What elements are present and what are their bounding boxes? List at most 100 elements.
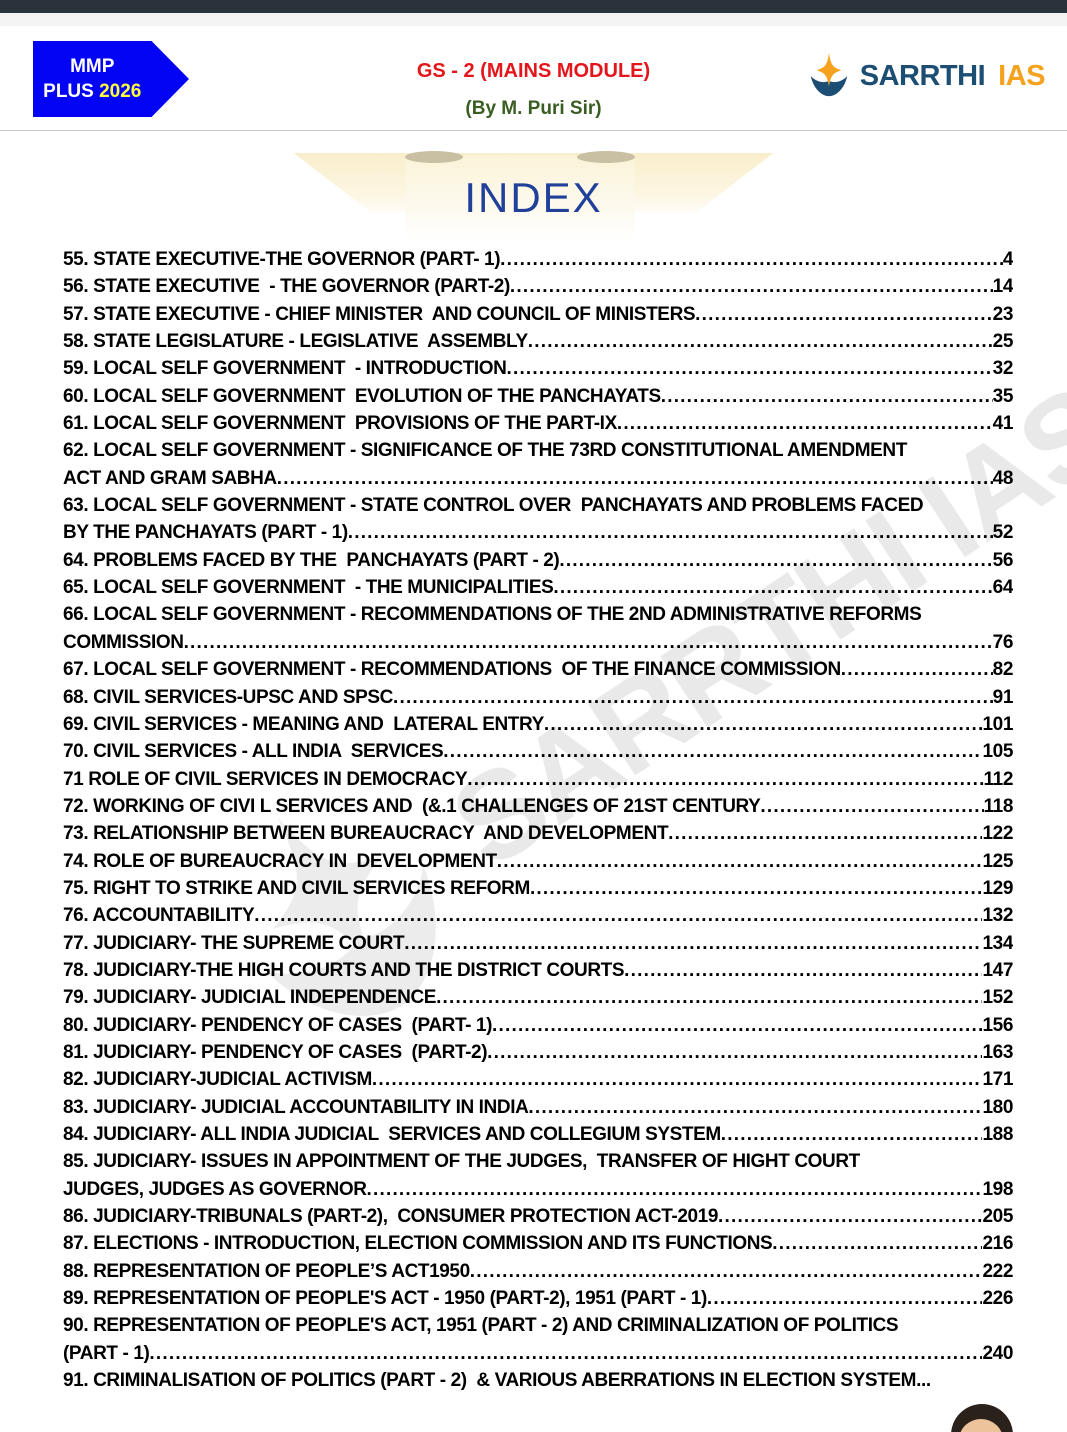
- toc-line: 88. REPRESENTATION OF PEOPLE’S ACT1950 2…: [63, 1258, 1013, 1285]
- toc-line: 55. STATE EXECUTIVE-THE GOVERNOR (PART- …: [63, 246, 1013, 273]
- toc-dot-leader: [467, 766, 983, 793]
- person-photo-face: [959, 1419, 1003, 1432]
- toc-dot-leader: [661, 383, 993, 410]
- toc-line: 86. JUDICIARY-TRIBUNALS (PART-2), CONSUM…: [63, 1203, 1013, 1230]
- toc-line: 58. STATE LEGISLATURE - LEGISLATIVE ASSE…: [63, 328, 1013, 355]
- toc-line: 75. RIGHT TO STRIKE AND CIVIL SERVICES R…: [63, 875, 1013, 902]
- toc-page-number: 125: [982, 850, 1013, 872]
- toc-line-text: 59. LOCAL SELF GOVERNMENT - INTRODUCTION: [63, 358, 507, 380]
- toc-line-text: 91. CRIMINALISATION OF POLITICS (PART - …: [63, 1370, 931, 1392]
- toc-page-number: 152: [982, 987, 1013, 1009]
- toc-page-number: 171: [982, 1069, 1013, 1091]
- toc-line-text: 80. JUDICIARY- PENDENCY OF CASES (PART- …: [63, 1014, 493, 1036]
- toc-line-text: 69. CIVIL SERVICES - MEANING AND LATERAL…: [63, 713, 544, 735]
- toc-page-number: 76: [992, 631, 1013, 653]
- toc-line: 71 ROLE OF CIVIL SERVICES IN DEMOCRACY 1…: [63, 766, 1013, 793]
- toc-line: 66. LOCAL SELF GOVERNMENT - RECOMMENDATI…: [63, 601, 1013, 628]
- toc-line: 63. LOCAL SELF GOVERNMENT - STATE CONTRO…: [63, 492, 1013, 519]
- toc-page-number: 48: [992, 467, 1013, 489]
- ribbon-roll-left: [404, 151, 463, 163]
- toc-line-text: 73. RELATIONSHIP BETWEEN BUREAUCRACY AND…: [63, 823, 669, 845]
- toc-line: 80. JUDICIARY- PENDENCY OF CASES (PART- …: [63, 1012, 1013, 1039]
- ribbon-center-scroll: [404, 155, 635, 241]
- toc-line-text: 81. JUDICIARY- PENDENCY OF CASES (PART-2…: [63, 1041, 488, 1063]
- toc-dot-leader: [507, 355, 993, 382]
- toc-line: 62. LOCAL SELF GOVERNMENT - SIGNIFICANCE…: [63, 437, 1013, 464]
- toc-page-number: 134: [982, 932, 1013, 954]
- toc-dot-leader: [404, 930, 982, 957]
- sarrthi-logo: SARRTHI IAS: [805, 52, 1045, 100]
- index-title: INDEX: [464, 174, 603, 221]
- toc-line: 78. JUDICIARY-THE HIGH COURTS AND THE DI…: [63, 957, 1013, 984]
- toc-page-number: 156: [982, 1014, 1013, 1036]
- toc-line: JUDGES, JUDGES AS GOVERNOR 198: [63, 1176, 1013, 1203]
- toc-line-text: 89. REPRESENTATION OF PEOPLE'S ACT - 195…: [63, 1288, 707, 1310]
- toc-line: 68. CIVIL SERVICES-UPSC AND SPSC 91: [63, 684, 1013, 711]
- toc-line: 82. JUDICIARY-JUDICIAL ACTIVISM 171: [63, 1066, 1013, 1093]
- toc-dot-leader: [492, 1012, 982, 1039]
- toc-line-text: 60. LOCAL SELF GOVERNMENT EVOLUTION OF T…: [63, 385, 661, 407]
- toc-line-text: 66. LOCAL SELF GOVERNMENT - RECOMMENDATI…: [63, 604, 922, 626]
- toc-line: 57. STATE EXECUTIVE - CHIEF MINISTER AND…: [63, 301, 1013, 328]
- toc-dot-leader: [528, 328, 993, 355]
- toc-line-text: 75. RIGHT TO STRIKE AND CIVIL SERVICES R…: [63, 877, 530, 899]
- toc-page-number: 112: [983, 768, 1013, 790]
- toc-line-text: 82. JUDICIARY-JUDICIAL ACTIVISM: [63, 1069, 372, 1091]
- toc-page-number: 129: [982, 877, 1013, 899]
- toc-line-text: COMMISSION: [63, 631, 184, 653]
- toc-dot-leader: [348, 519, 993, 546]
- toc-line: 79. JUDICIARY- JUDICIAL INDEPENDENCE 152: [63, 984, 1013, 1011]
- toc-line-text: 79. JUDICIARY- JUDICIAL INDEPENDENCE: [63, 987, 437, 1009]
- toc-line: 72. WORKING OF CIVI L SERVICES AND (&.1 …: [63, 793, 1013, 820]
- author-subtitle: (By M. Puri Sir): [465, 98, 602, 119]
- toc-line: 85. JUDICIARY- ISSUES IN APPOINTMENT OF …: [63, 1148, 1013, 1175]
- toc-line: 74. ROLE OF BUREAUCRACY IN DEVELOPMENT 1…: [63, 848, 1013, 875]
- toc-line: 67. LOCAL SELF GOVERNMENT - RECOMMENDATI…: [63, 656, 1013, 683]
- person-photo: [950, 1404, 1014, 1432]
- toc-line-text: 90. REPRESENTATION OF PEOPLE'S ACT, 1951…: [63, 1315, 899, 1337]
- toc-line: 61. LOCAL SELF GOVERNMENT PROVISIONS OF …: [63, 410, 1013, 437]
- toc-line: 77. JUDICIARY- THE SUPREME COURT 134: [63, 930, 1013, 957]
- toc-page-number: 205: [982, 1206, 1013, 1228]
- toc-page-number: 240: [982, 1342, 1013, 1364]
- toc-line-text: BY THE PANCHAYATS (PART - 1): [63, 522, 348, 544]
- toc-page-number: 226: [982, 1288, 1013, 1310]
- top-window-bar: [0, 0, 1067, 13]
- toc-page-number: 188: [982, 1124, 1013, 1145]
- toc-page-number: 4: [1002, 249, 1013, 270]
- toc-line: ACT AND GRAM SABHA 48: [63, 465, 1013, 492]
- ribbon-roll-right: [576, 151, 635, 163]
- toc-dot-leader: [695, 301, 992, 328]
- toc-dot-leader: [553, 574, 992, 601]
- logo-text-sarrthi: SARRTHI: [859, 59, 986, 92]
- toc-line: 64. PROBLEMS FACED BY THE PANCHAYATS (PA…: [63, 547, 1013, 574]
- toc-line-text: 61. LOCAL SELF GOVERNMENT PROVISIONS OF …: [63, 413, 617, 435]
- toc-line-text: JUDGES, JUDGES AS GOVERNOR: [63, 1178, 367, 1200]
- toc-page-number: 132: [982, 905, 1013, 927]
- mmp-plus-badge-text: MMP PLUS 2026: [33, 41, 152, 117]
- sarrthi-logo-icon: [810, 52, 848, 97]
- toc-line: 76. ACCOUNTABILITY 132: [63, 902, 1013, 929]
- badge-line1: MMP: [70, 56, 115, 77]
- toc-line: (PART - 1) 240: [63, 1340, 1013, 1367]
- toc-line-text: 62. LOCAL SELF GOVERNMENT - SIGNIFICANCE…: [63, 440, 907, 462]
- toc-line-text: 65. LOCAL SELF GOVERNMENT - THE MUNICIPA…: [63, 577, 554, 599]
- toc-line: 70. CIVIL SERVICES - ALL INDIA SERVICES …: [63, 738, 1013, 765]
- toc-dot-leader: [617, 410, 993, 437]
- toc-line: 84. JUDICIARY- ALL INDIA JUDICIAL SERVIC…: [63, 1121, 1013, 1148]
- toc-dot-leader: [668, 820, 982, 847]
- toc-line: 69. CIVIL SERVICES - MEANING AND LATERAL…: [63, 711, 1013, 738]
- toc-dot-leader: [510, 273, 993, 300]
- toc-line: 91. CRIMINALISATION OF POLITICS (PART - …: [63, 1367, 1013, 1394]
- toc-line: 73. RELATIONSHIP BETWEEN BUREAUCRACY AND…: [63, 820, 1013, 847]
- toc-line: 89. REPRESENTATION OF PEOPLE'S ACT - 195…: [63, 1285, 1013, 1312]
- toc-line: 59. LOCAL SELF GOVERNMENT - INTRODUCTION…: [63, 355, 1013, 382]
- toc-line: 56. STATE EXECUTIVE - THE GOVERNOR (PART…: [63, 273, 1013, 300]
- toc-dot-leader: [721, 1121, 983, 1148]
- badge-line2: PLUS 2026: [43, 81, 142, 102]
- toc-line-text: 72. WORKING OF CIVI L SERVICES AND (&.1 …: [63, 795, 761, 817]
- toc-dot-leader: [718, 1203, 982, 1230]
- toc-line-text: 85. JUDICIARY- ISSUES IN APPOINTMENT OF …: [63, 1151, 860, 1173]
- toc-dot-leader: [544, 711, 983, 738]
- toc-page-number: 52: [992, 522, 1013, 544]
